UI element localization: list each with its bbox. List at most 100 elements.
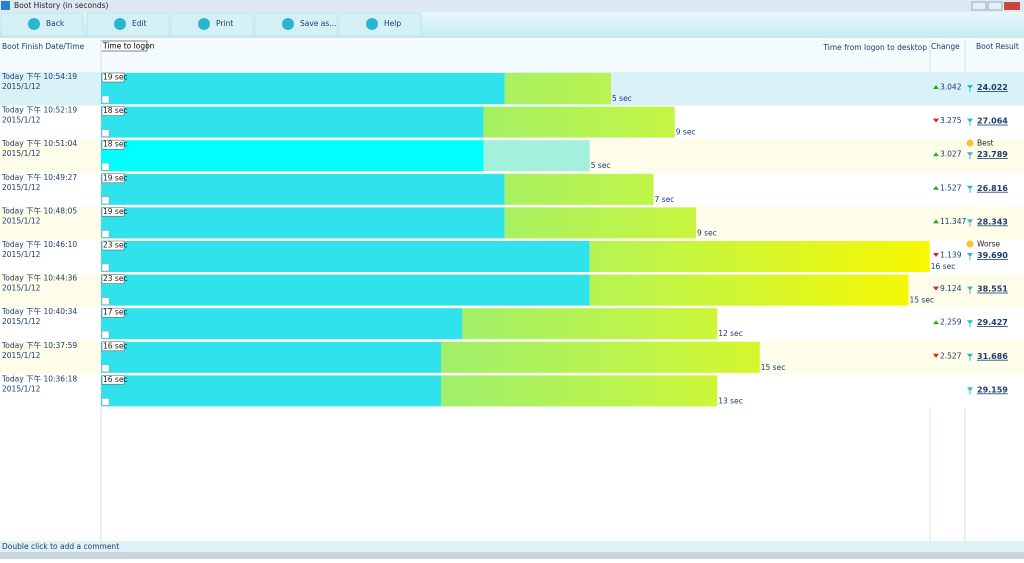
boot-result[interactable]: 28.343: [977, 217, 1008, 226]
desktop-bar: [589, 241, 930, 272]
boot-result[interactable]: 29.159: [977, 385, 1008, 394]
logon-label: 19 sec: [103, 173, 128, 182]
toolbar-button[interactable]: [86, 12, 170, 37]
result-icon: [967, 353, 973, 361]
arrow-up: [933, 320, 939, 325]
logon-bar: [101, 173, 505, 205]
change-value: 2.259: [940, 318, 962, 327]
change-value: 3.027: [940, 150, 962, 159]
column-header: Change: [931, 42, 960, 51]
boot-result[interactable]: 23.789: [977, 150, 1008, 159]
boot-date: 2015/1/12: [2, 183, 41, 192]
logon-label: 23 sec: [103, 274, 128, 283]
result-note: Best: [977, 139, 994, 148]
footer-text[interactable]: Double click to add a comment: [2, 542, 119, 551]
app-icon: [1, 1, 10, 10]
column-header: Time from logon to desktop: [822, 43, 927, 52]
desktop-label: 16 sec: [931, 262, 956, 271]
toolbar-icon: [366, 18, 378, 30]
boot-result[interactable]: 31.686: [977, 352, 1008, 361]
column-header: Time to logon: [102, 42, 155, 51]
arrow-down: [933, 353, 939, 358]
boot-time: Today 下午 10:46:10: [1, 239, 77, 249]
result-icon: [967, 320, 973, 328]
boot-date: 2015/1/12: [2, 250, 41, 259]
logon-label-box: [101, 106, 125, 116]
column-header: Boot Finish Date/Time: [2, 42, 85, 51]
result-icon: [967, 185, 973, 193]
close-button[interactable]: [1004, 2, 1020, 10]
result-note: Worse: [977, 240, 1001, 249]
toolbar-icon: [114, 18, 126, 30]
column-header: Boot Result: [976, 42, 1019, 51]
boot-result[interactable]: 39.690: [977, 251, 1008, 260]
change-value: 11.347: [940, 217, 966, 226]
desktop-label: 9 sec: [697, 228, 717, 237]
logon-bar: [101, 73, 505, 104]
toolbar-icon: [282, 18, 294, 30]
desktop-label: 5 sec: [591, 161, 611, 170]
taskbar: [0, 552, 1024, 559]
result-icon: [967, 387, 973, 395]
header-row: [0, 40, 1024, 72]
comment-icon: [101, 263, 110, 272]
toolbar-icon: [28, 18, 40, 30]
desktop-label: 12 sec: [718, 329, 743, 338]
boot-date: 2015/1/12: [2, 284, 41, 293]
boot-date: 2015/1/12: [2, 216, 41, 225]
logon-bar: [101, 341, 441, 373]
arrow-up: [933, 85, 939, 89]
note-icon: [966, 139, 974, 147]
toolbar-label: Save as...: [300, 19, 336, 28]
toolbar-icon: [198, 18, 210, 30]
result-icon: [967, 253, 973, 260]
toolbar-label: Print: [216, 19, 233, 28]
boot-time: Today 下午 10:49:27: [1, 172, 77, 182]
boot-result[interactable]: 27.064: [977, 117, 1008, 126]
toolbar-button[interactable]: [254, 12, 338, 37]
desktop-label: 5 sec: [612, 94, 632, 103]
desktop-bar: [483, 140, 590, 172]
desktop-bar: [441, 375, 718, 407]
desktop-label: 7 sec: [655, 195, 675, 204]
boot-result[interactable]: 29.427: [977, 318, 1008, 327]
boot-result[interactable]: 38.551: [977, 285, 1008, 294]
logon-bar: [101, 375, 441, 407]
desktop-label: 15 sec: [761, 363, 786, 372]
logon-label-box: [101, 341, 125, 352]
toolbar-button[interactable]: [170, 12, 254, 37]
arrow-up: [933, 185, 939, 190]
desktop-label: 15 sec: [910, 296, 935, 305]
comment-icon: [101, 364, 110, 373]
toolbar-button[interactable]: [0, 12, 84, 37]
status-bar: [0, 541, 1024, 552]
boot-time: Today 下午 10:40:34: [1, 306, 77, 316]
logon-label: 18 sec: [103, 140, 128, 149]
change-value: 1.527: [940, 183, 962, 192]
logon-label-box: [101, 240, 125, 251]
desktop-bar: [462, 308, 718, 340]
boot-date: 2015/1/12: [2, 116, 41, 125]
logon-label: 17 sec: [103, 308, 128, 317]
change-value: 9.124: [940, 284, 962, 293]
boot-time: Today 下午 10:44:36: [1, 273, 77, 283]
maximize-button[interactable]: [987, 1, 1003, 11]
arrow-up: [933, 219, 939, 224]
boot-result[interactable]: 26.816: [977, 184, 1008, 193]
comment-icon: [101, 297, 110, 305]
change-value: 1.139: [940, 251, 962, 260]
desktop-label: 9 sec: [676, 128, 696, 137]
boot-result[interactable]: 24.022: [977, 83, 1008, 92]
desktop-bar: [504, 73, 611, 104]
boot-time: Today 下午 10:52:19: [1, 105, 77, 115]
minimize-button[interactable]: [971, 1, 987, 11]
logon-label-box: [101, 72, 125, 83]
result-icon: [967, 152, 973, 160]
desktop-bar: [483, 106, 675, 138]
arrow-down: [933, 118, 939, 123]
toolbar-label: Help: [384, 19, 401, 28]
boot-date: 2015/1/12: [2, 351, 41, 360]
desktop-label: 13 sec: [718, 396, 743, 405]
toolbar-button[interactable]: [338, 12, 422, 37]
